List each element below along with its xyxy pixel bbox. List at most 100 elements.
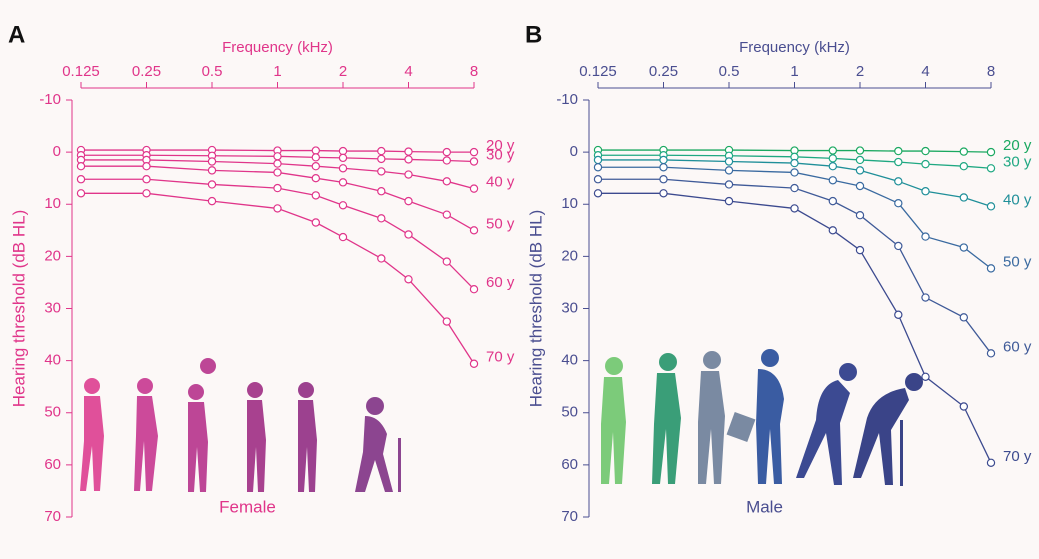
data-point	[856, 156, 863, 163]
data-point	[470, 185, 477, 192]
chart-title: Male	[746, 497, 783, 516]
data-point	[443, 211, 450, 218]
x-tick-label: 4	[404, 63, 412, 80]
y-axis-title: Hearing threshold (dB HL)	[9, 210, 28, 407]
data-point	[443, 157, 450, 164]
x-axis-title: Frequency (kHz)	[739, 39, 850, 56]
data-point	[922, 233, 929, 240]
data-point	[725, 198, 732, 205]
y-tick-label: -10	[556, 91, 578, 108]
y-tick-label: 0	[53, 143, 61, 160]
data-point	[405, 231, 412, 238]
data-point	[443, 258, 450, 265]
data-point	[378, 188, 385, 195]
data-point	[208, 198, 215, 205]
series-label: 70 y	[486, 349, 515, 366]
female-silhouettes	[80, 358, 401, 492]
x-tick-label: 8	[470, 63, 478, 80]
y-tick-label: 70	[561, 508, 578, 525]
y-axis-title: Hearing threshold (dB HL)	[526, 210, 545, 407]
data-point	[208, 167, 215, 174]
data-point	[987, 459, 994, 466]
x-tick-label: 8	[987, 63, 995, 80]
x-tick-label: 1	[273, 63, 281, 80]
series-label: 40 y	[1003, 191, 1032, 208]
data-point	[829, 198, 836, 205]
data-point	[960, 244, 967, 251]
data-point	[339, 154, 346, 161]
y-tick-label: 50	[44, 404, 61, 421]
data-point	[208, 181, 215, 188]
data-point	[660, 176, 667, 183]
series-line	[598, 167, 991, 268]
data-point	[378, 155, 385, 162]
data-point	[895, 147, 902, 154]
series-line	[81, 193, 474, 363]
data-point	[274, 153, 281, 160]
data-point	[339, 202, 346, 209]
data-point	[312, 163, 319, 170]
y-tick-label: 60	[561, 456, 578, 473]
data-point	[143, 163, 150, 170]
data-point	[77, 176, 84, 183]
x-axis-title: Frequency (kHz)	[222, 39, 333, 56]
data-point	[856, 247, 863, 254]
data-point	[470, 360, 477, 367]
data-point	[829, 147, 836, 154]
data-point	[312, 175, 319, 182]
y-tick-label: 50	[561, 404, 578, 421]
y-tick-label: 60	[44, 456, 61, 473]
series-label: 40 y	[486, 174, 515, 191]
data-point	[987, 165, 994, 172]
data-point	[143, 190, 150, 197]
data-point	[143, 176, 150, 183]
data-point	[895, 200, 902, 207]
data-point	[405, 156, 412, 163]
data-point	[405, 276, 412, 283]
data-point	[405, 198, 412, 205]
data-point	[594, 164, 601, 171]
x-tick-label: 2	[856, 63, 864, 80]
x-tick-label: 0.125	[579, 63, 617, 80]
y-tick-label: 20	[44, 247, 61, 264]
data-point	[594, 176, 601, 183]
series-label: 50 y	[486, 215, 515, 232]
data-point	[895, 158, 902, 165]
data-point	[339, 165, 346, 172]
series-label: 30 y	[1003, 153, 1032, 170]
data-point	[470, 158, 477, 165]
data-point	[594, 190, 601, 197]
y-tick-label: 30	[561, 299, 578, 316]
data-point	[922, 161, 929, 168]
data-point	[312, 219, 319, 226]
y-tick-label: 70	[44, 508, 61, 525]
series-label: 20 y	[1003, 137, 1032, 154]
data-point	[922, 188, 929, 195]
data-point	[470, 286, 477, 293]
data-point	[339, 179, 346, 186]
data-point	[895, 178, 902, 185]
series-label: 50 y	[1003, 253, 1032, 270]
data-point	[443, 149, 450, 156]
x-tick-label: 0.5	[719, 63, 740, 80]
data-point	[312, 147, 319, 154]
data-point	[274, 160, 281, 167]
figure: AFrequency (kHz)Hearing threshold (dB HL…	[0, 0, 1039, 559]
data-point	[660, 156, 667, 163]
data-point	[922, 147, 929, 154]
data-point	[339, 233, 346, 240]
data-point	[274, 169, 281, 176]
data-point	[829, 227, 836, 234]
data-point	[829, 155, 836, 162]
y-tick-label: -10	[39, 91, 61, 108]
data-point	[960, 194, 967, 201]
data-point	[725, 181, 732, 188]
y-tick-label: 30	[44, 299, 61, 316]
series-label: 60 y	[1003, 338, 1032, 355]
data-point	[378, 215, 385, 222]
data-point	[829, 163, 836, 170]
data-point	[856, 212, 863, 219]
data-point	[725, 158, 732, 165]
data-point	[660, 164, 667, 171]
data-point	[987, 350, 994, 357]
